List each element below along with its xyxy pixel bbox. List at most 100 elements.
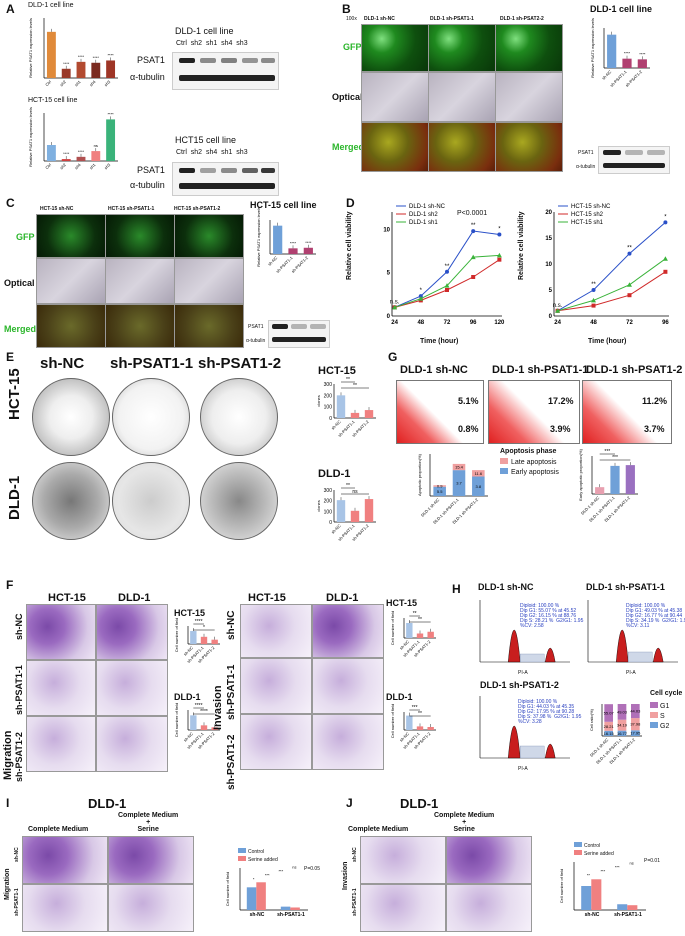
stack-segment [452,470,466,496]
g-q-upper-3: 11.2% [642,396,668,406]
j-row-2: sh-PSAT1-1 [352,888,358,916]
bar [607,34,617,68]
b-img-gfp-3 [495,24,563,72]
j-img-3 [360,884,446,932]
sig-label: ns [94,143,98,148]
sig-label: * [203,625,205,631]
i-col-1: Complete Medium [28,826,89,833]
x-tick-label: 48 [590,320,597,326]
g-q-upper-1: 5.1% [458,396,479,406]
data-label: 15.4 [455,465,464,470]
f-inv-dld-nc [312,604,384,658]
h-col-3: DLD-1 sh-PSAT1-2 [480,680,559,690]
h-histogram-3 [479,696,570,759]
stack-segment [631,730,640,736]
c-img-merg-1 [36,304,106,348]
data-point [591,297,597,303]
data-point [627,251,632,256]
b-blot-row-psat1: PSAT1 [578,150,594,156]
tick-label: Ctrl [44,162,52,170]
bar [336,395,346,418]
y-axis-label: clones [316,395,321,407]
b-row-merged: Merged [332,142,365,152]
sig-label: **** [63,61,70,66]
h-legend-title: Cell cycle [650,690,683,697]
i-legend-serine: Serine added [238,856,278,863]
y-tick-label: 0 [329,520,332,526]
c-img-gfp-2 [105,214,175,258]
b-img-opt-1 [361,72,429,122]
i-row-1: sh-NC [14,847,20,862]
tick-label: sh-NC [398,639,410,651]
sig-label: **** [107,52,114,57]
e-row-hct15: HCT-15 [6,368,23,420]
data-point [627,293,632,298]
x-tick-label: 72 [626,320,633,326]
i-row-2: sh-PSAT1-1 [14,888,20,916]
sig-label: ** [587,872,591,877]
sig-label: *** [265,873,270,878]
sig-label: *** [412,705,418,711]
s-phase-region [520,745,545,759]
panel-label-b: B [342,2,351,16]
data-label: 28.21 [604,724,615,729]
data-point [471,275,476,279]
d-left-chart: 24 48 72 96 120 0 5 10 DLD-1 sh-NC DLD-1 sh2 DLD-1… [383,204,505,326]
e-dish-hct-nc [32,378,110,456]
g2-peak [544,743,556,759]
f-inv-hct-2 [240,714,312,770]
blot2-lanes: Ctrl sh2 sh4 sh1 sh3 [176,149,248,156]
g-col-2: DLD-1 sh-PSAT1-1 [492,364,589,376]
e-dish-dld-nc [32,462,110,540]
stack-segment [452,463,466,471]
sig-label: * [420,288,423,294]
f-mig-dld-2 [96,716,168,772]
a-bottom-chart: Ctrl sh2 **** sh4 **** sh1 ns sh3 **** Relative P… [28,107,118,171]
bar [416,726,424,730]
f-inv-hct-nc [240,604,312,658]
bar [595,487,605,494]
data-point [471,229,476,234]
sig-label: ** [471,223,476,229]
j-img-1 [360,836,446,884]
sig-label: ** [346,483,350,489]
sig-label: **** [200,709,208,715]
e-dish-hct-2 [200,378,278,456]
b-chart-title: DLD-1 cell line [590,4,653,14]
blot2-row-tubulin: α-tubulin [130,180,165,190]
bar [591,879,602,910]
bar [190,715,197,730]
bar [406,715,413,730]
y-tick-label: 200 [324,393,333,399]
c-chart-title: HCT-15 cell line [250,200,317,210]
stack-segment [604,730,613,736]
sig-label: **** [78,149,85,154]
tick-label: sh2 [59,162,68,171]
h-axis-3: PI-A [518,766,528,772]
h-col-2: DLD-1 sh-PSAT1-1 [586,582,665,592]
sig-label: **** [290,240,297,245]
data-point [496,252,502,258]
g-q-upper-2: 17.2% [548,396,574,406]
b-img-opt-3 [495,72,563,122]
data-point [663,220,668,225]
h-axis-1: PI-A [518,670,528,676]
sig-label: *** [612,455,618,461]
j-side: Invasion [342,861,349,890]
j-img-4 [446,884,532,932]
bar [200,725,208,730]
bar [76,156,86,161]
data-label: 49.03 [617,709,628,714]
sig-label: **** [195,703,203,709]
stack-segment [617,704,627,720]
bar [256,882,266,910]
c-col-1: HCT-15 sh-NC [40,206,74,212]
c-row-merged: Merged [4,324,37,334]
y-axis-label: clones [316,500,321,512]
panel-label-j: J [346,796,353,810]
y-axis-label: Early apoptotic proportion(%) [578,448,583,500]
data-point [445,288,449,292]
